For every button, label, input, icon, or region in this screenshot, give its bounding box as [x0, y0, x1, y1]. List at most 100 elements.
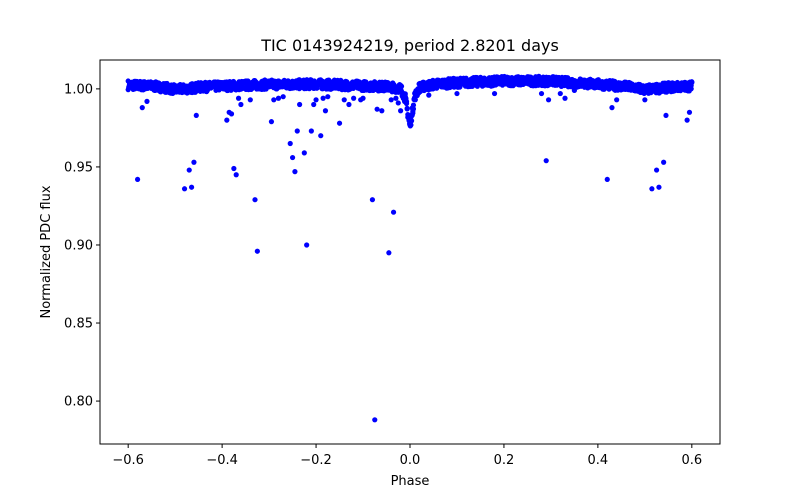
- lightcurve-point: [404, 105, 410, 111]
- outlier-point: [538, 90, 545, 97]
- outlier-point: [224, 117, 230, 123]
- outlier-point: [228, 111, 235, 117]
- outlier-point: [318, 133, 324, 139]
- outlier-point: [341, 97, 347, 103]
- x-tick-label: 0.0: [400, 453, 421, 468]
- lightcurve-point: [398, 83, 405, 89]
- outlier-point: [301, 150, 307, 156]
- lightcurve-point: [408, 122, 414, 128]
- plot-frame: [99, 59, 721, 445]
- outlier-point: [188, 184, 195, 190]
- outlier-point: [398, 108, 404, 114]
- outlier-point: [609, 105, 615, 111]
- outlier-point: [426, 92, 432, 98]
- outlier-point: [275, 95, 282, 101]
- outlier-point: [614, 97, 620, 103]
- outlier-point: [186, 167, 192, 173]
- outlier-point: [360, 95, 366, 101]
- outlier-point: [395, 100, 401, 106]
- outlier-point: [134, 176, 141, 183]
- outlier-point: [663, 112, 669, 119]
- outlier-point: [304, 242, 310, 248]
- outlier-point: [235, 95, 242, 101]
- lightcurve-point: [403, 100, 410, 107]
- outlier-point: [322, 108, 329, 114]
- outlier-point: [454, 90, 460, 97]
- outlier-point: [280, 94, 286, 100]
- outlier-point: [604, 176, 610, 183]
- outlier-point: [571, 87, 577, 94]
- outlier-point: [369, 197, 376, 203]
- outlier-point: [191, 159, 197, 165]
- outlier-point: [543, 158, 549, 164]
- outlier-point: [653, 167, 660, 173]
- outlier-point: [271, 97, 277, 103]
- x-axis-ticks: −0.6 −0.4 −0.2 0.0 0.2 0.4 0.6: [112, 444, 702, 468]
- outlier-point: [231, 165, 237, 172]
- outlier-point: [684, 117, 690, 123]
- lightcurve-point: [410, 106, 417, 112]
- outlier-point: [346, 101, 352, 108]
- outlier-point: [351, 95, 357, 101]
- outlier-point: [557, 90, 563, 97]
- lightcurve-point: [689, 79, 695, 85]
- outlier-point: [252, 197, 258, 203]
- outlier-point: [320, 95, 326, 101]
- x-tick-label: 0.4: [588, 453, 609, 468]
- outlier-point: [247, 97, 253, 103]
- y-axis-ticks: 0.80 0.85 0.90 0.95 1.00: [64, 82, 100, 410]
- lightcurve-point: [410, 102, 417, 108]
- data-points: [125, 73, 695, 423]
- outlier-point: [144, 98, 150, 104]
- outlier-point: [388, 97, 394, 103]
- outlier-point: [311, 101, 317, 108]
- outlier-point: [292, 169, 298, 175]
- outlier-point: [336, 120, 343, 126]
- outlier-point: [233, 172, 239, 178]
- outlier-point: [491, 90, 498, 97]
- outlier-point: [238, 101, 244, 108]
- outlier-point: [393, 95, 399, 101]
- outlier-point: [656, 184, 662, 190]
- outlier-point: [372, 417, 378, 423]
- y-tick-label: 1.00: [64, 82, 93, 97]
- outlier-point: [268, 119, 275, 125]
- x-tick-label: −0.4: [206, 453, 238, 468]
- x-axis-label: Phase: [391, 474, 430, 489]
- outlier-point: [562, 95, 568, 101]
- x-tick-label: −0.6: [112, 453, 144, 468]
- outlier-point: [374, 106, 380, 112]
- outlier-point: [686, 109, 693, 115]
- outlier-point: [193, 112, 199, 119]
- outlier-point: [390, 209, 397, 215]
- chart-title: TIC 0143924219, period 2.8201 days: [260, 36, 559, 55]
- y-tick-label: 0.80: [64, 395, 93, 410]
- outlier-point: [379, 108, 385, 114]
- x-tick-label: 0.6: [681, 453, 702, 468]
- outlier-point: [308, 128, 314, 134]
- outlier-point: [649, 186, 655, 192]
- outlier-point: [254, 248, 260, 254]
- y-tick-label: 0.95: [64, 160, 93, 175]
- y-axis-label: Normalized PDC flux: [39, 185, 54, 318]
- y-tick-label: 0.85: [64, 317, 93, 332]
- lightcurve-point: [408, 118, 415, 124]
- outlier-point: [287, 140, 293, 147]
- y-tick-label: 0.90: [64, 238, 93, 253]
- outlier-point: [289, 154, 296, 161]
- x-tick-label: −0.2: [300, 453, 332, 468]
- outlier-point: [661, 159, 667, 165]
- lightcurve-point: [402, 91, 408, 97]
- outlier-point: [325, 94, 331, 100]
- x-tick-label: 0.2: [494, 453, 515, 468]
- lightcurve-point: [412, 97, 418, 103]
- outlier-point: [386, 250, 392, 256]
- outlier-point: [313, 97, 319, 103]
- outlier-point: [642, 97, 648, 103]
- outlier-point: [545, 97, 552, 103]
- outlier-point: [181, 186, 188, 192]
- outlier-point: [294, 128, 300, 134]
- outlier-point: [297, 101, 303, 108]
